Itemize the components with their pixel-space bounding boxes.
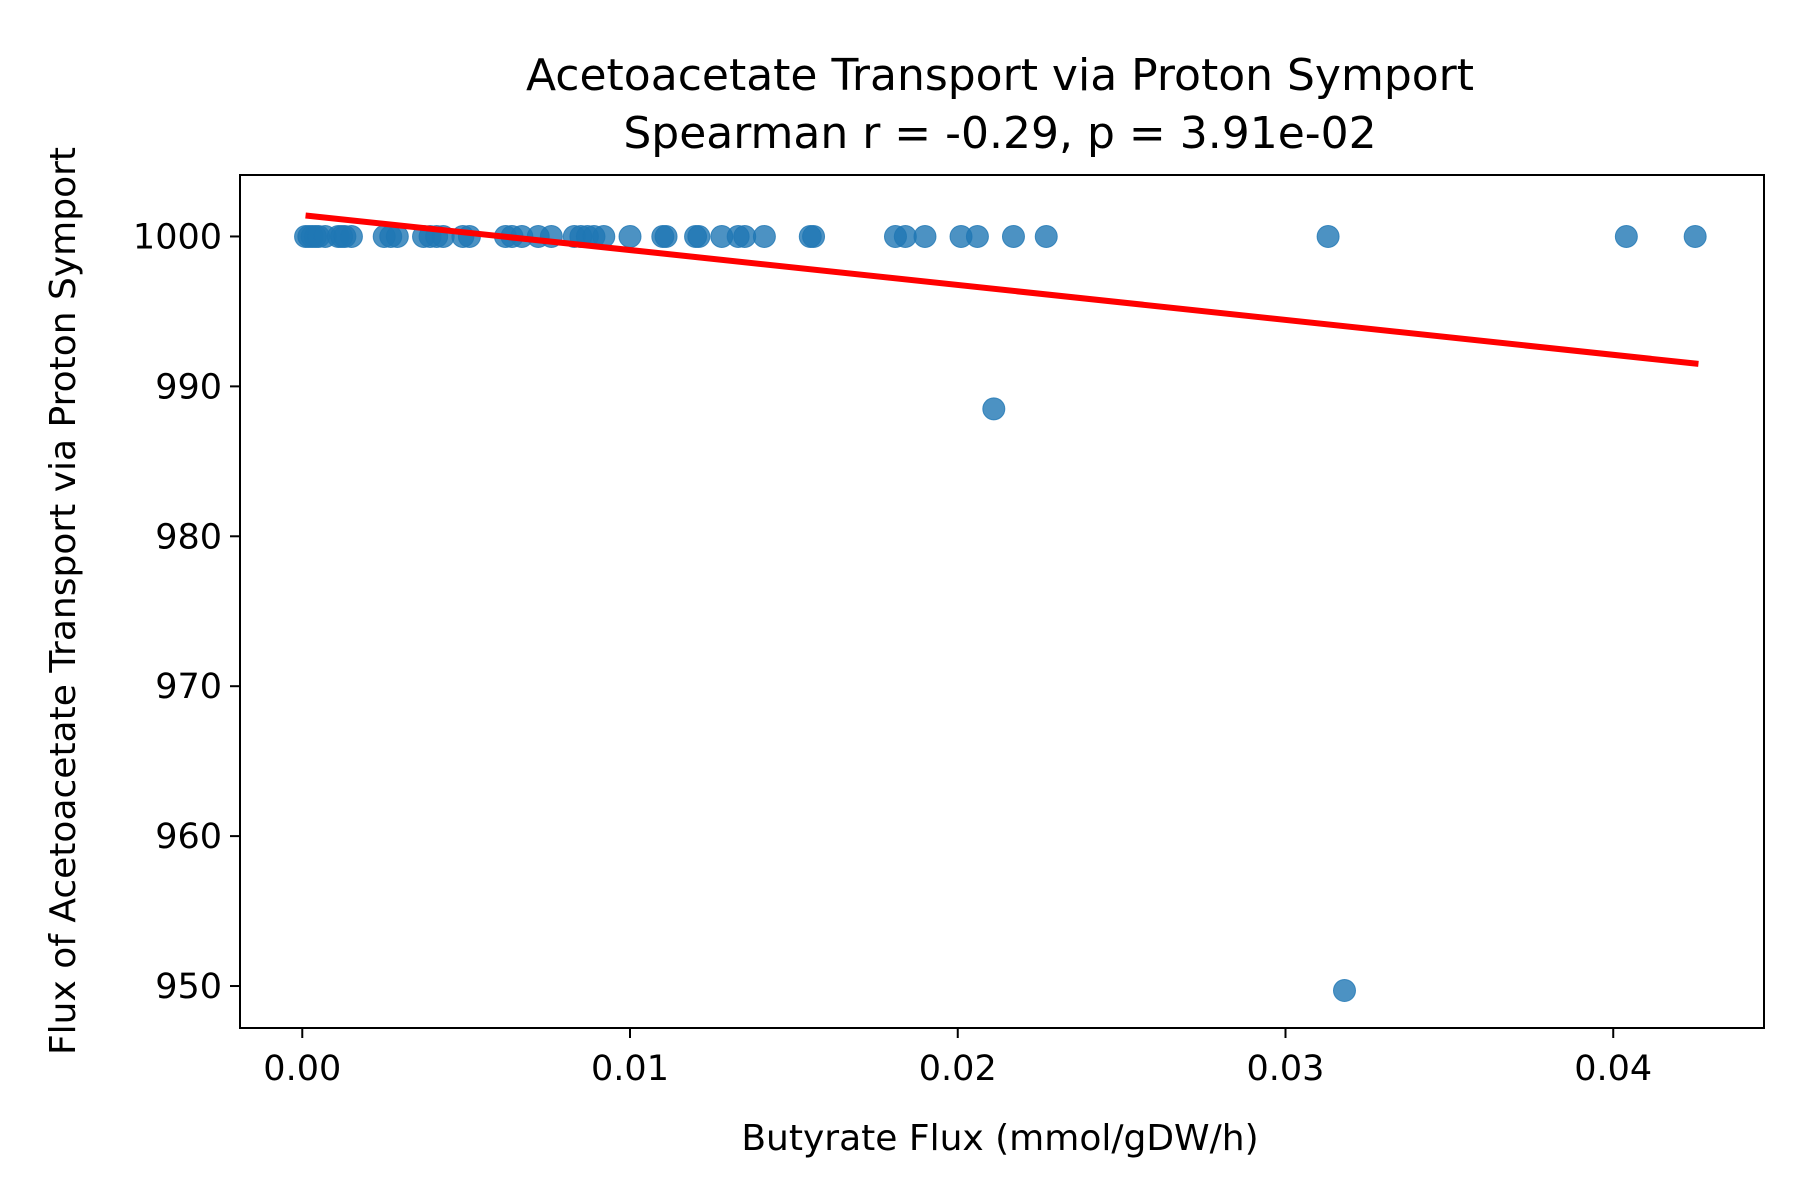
data-point bbox=[339, 224, 363, 248]
data-point bbox=[913, 224, 937, 248]
data-point bbox=[733, 224, 757, 248]
y-tick-label: 1000 bbox=[133, 217, 222, 257]
x-axis: 0.00 0.01 0.02 0.03 0.04 bbox=[263, 1028, 1652, 1089]
data-point bbox=[687, 224, 711, 248]
y-tick-label: 980 bbox=[155, 517, 222, 557]
data-point bbox=[1034, 224, 1058, 248]
y-axis-label: Flux of Acetoacetate Transport via Proto… bbox=[43, 147, 84, 1055]
data-point bbox=[1001, 224, 1025, 248]
x-tick-label: 0.01 bbox=[591, 1049, 669, 1089]
data-point bbox=[654, 224, 678, 248]
y-tick-label: 950 bbox=[155, 967, 222, 1007]
x-tick-label: 0.03 bbox=[1247, 1049, 1325, 1089]
data-point bbox=[1683, 224, 1707, 248]
data-point bbox=[752, 224, 776, 248]
x-tick-label: 0.04 bbox=[1574, 1049, 1652, 1089]
trend-layer bbox=[305, 212, 1699, 367]
chart-title: Acetoacetate Transport via Proton Sympor… bbox=[526, 50, 1474, 101]
y-tick-label: 970 bbox=[155, 667, 222, 707]
x-tick-label: 0.02 bbox=[919, 1049, 997, 1089]
y-tick-label: 960 bbox=[155, 817, 222, 857]
trend-line bbox=[305, 212, 1699, 367]
y-axis: 950 960 970 980 990 1000 bbox=[133, 217, 240, 1007]
data-point bbox=[893, 224, 917, 248]
data-point bbox=[618, 224, 642, 248]
y-tick-label: 990 bbox=[155, 367, 222, 407]
plot-area-frame bbox=[239, 174, 1765, 1029]
data-point bbox=[1316, 224, 1340, 248]
data-point bbox=[965, 224, 989, 248]
data-point bbox=[1614, 224, 1638, 248]
data-point bbox=[1332, 979, 1356, 1003]
data-point bbox=[802, 224, 826, 248]
x-axis-label: Butyrate Flux (mmol/gDW/h) bbox=[741, 1118, 1258, 1159]
chart-subtitle: Spearman r = -0.29, p = 3.91e-02 bbox=[623, 108, 1376, 159]
data-point bbox=[982, 397, 1006, 421]
x-tick-label: 0.00 bbox=[263, 1049, 341, 1089]
